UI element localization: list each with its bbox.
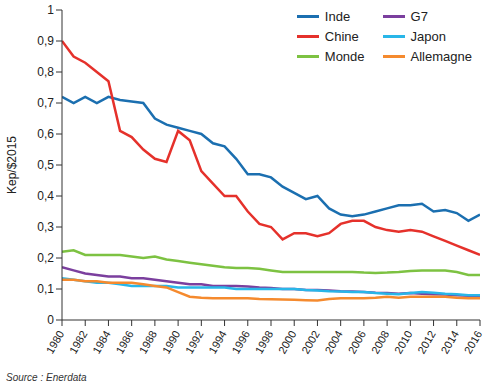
- html-text:Chine: Chine: [324, 28, 359, 44]
- svg-text:2010: 2010: [392, 328, 415, 355]
- svg-text:2016: 2016: [462, 328, 485, 355]
- html-text:Monde: Monde: [324, 48, 365, 64]
- svg-text:2008: 2008: [369, 328, 392, 355]
- svg-text:0,2: 0,2: [37, 251, 54, 265]
- svg-text:1996: 1996: [229, 328, 252, 355]
- svg-text:1988: 1988: [137, 328, 160, 355]
- svg-text:1998: 1998: [253, 328, 276, 355]
- svg-text:0: 0: [47, 313, 54, 327]
- svg-text:2002: 2002: [299, 328, 322, 355]
- html-text:G7: G7: [410, 8, 428, 24]
- svg-text:1: 1: [47, 3, 54, 17]
- svg-text:0,5: 0,5: [37, 158, 54, 172]
- svg-text:1986: 1986: [113, 328, 136, 355]
- svg-text:2012: 2012: [415, 328, 438, 355]
- svg-text:1992: 1992: [183, 328, 206, 355]
- svg-text:0,1: 0,1: [37, 282, 54, 296]
- svg-text:Kep/$2015: Kep/$2015: [8, 136, 19, 194]
- svg-text:0,3: 0,3: [37, 220, 54, 234]
- svg-text:1984: 1984: [90, 328, 113, 355]
- svg-text:2014: 2014: [438, 328, 461, 355]
- svg-text:0,4: 0,4: [37, 189, 54, 203]
- svg-text:0,6: 0,6: [37, 127, 54, 141]
- svg-text:2004: 2004: [322, 328, 345, 355]
- svg-text:0,8: 0,8: [37, 65, 54, 79]
- svg-text:0,9: 0,9: [37, 34, 54, 48]
- svg-text:1994: 1994: [206, 328, 229, 355]
- html-text:Allemagne: Allemagne: [410, 48, 472, 64]
- html-text:Inde: Inde: [324, 8, 351, 24]
- svg-text:0,7: 0,7: [37, 96, 54, 110]
- html-text:Japon: Japon: [410, 28, 446, 44]
- html-text:Source : Enerdata: Source : Enerdata: [6, 372, 87, 383]
- svg-text:1982: 1982: [67, 328, 90, 355]
- svg-text:2006: 2006: [346, 328, 369, 355]
- svg-text:1990: 1990: [160, 328, 183, 355]
- svg-text:2000: 2000: [276, 328, 299, 355]
- svg-text:1980: 1980: [44, 328, 67, 355]
